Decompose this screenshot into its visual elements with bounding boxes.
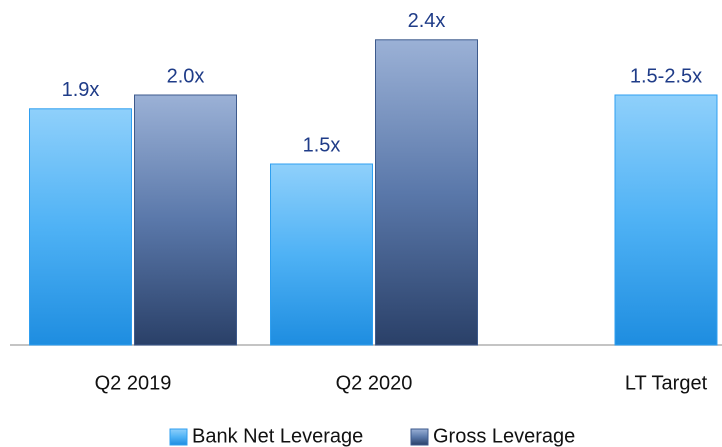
x-tick-label: Q2 2020 bbox=[336, 372, 413, 394]
legend-swatch bbox=[410, 428, 429, 446]
bar bbox=[134, 94, 237, 346]
bar bbox=[270, 163, 373, 346]
value-label: 1.5-2.5x bbox=[630, 65, 702, 87]
value-label: 1.9x bbox=[62, 79, 100, 101]
bar bbox=[29, 108, 132, 346]
value-label: 2.4x bbox=[408, 10, 446, 32]
bar bbox=[614, 94, 718, 346]
x-tick-label: Q2 2019 bbox=[95, 372, 172, 394]
legend-swatch bbox=[169, 428, 188, 446]
legend-label: Bank Net Leverage bbox=[192, 425, 363, 447]
x-tick-label: LT Target bbox=[625, 372, 708, 394]
bar bbox=[375, 39, 478, 346]
legend-label: Gross Leverage bbox=[433, 425, 575, 447]
value-label: 2.0x bbox=[167, 65, 205, 87]
value-label: 1.5x bbox=[303, 134, 341, 156]
